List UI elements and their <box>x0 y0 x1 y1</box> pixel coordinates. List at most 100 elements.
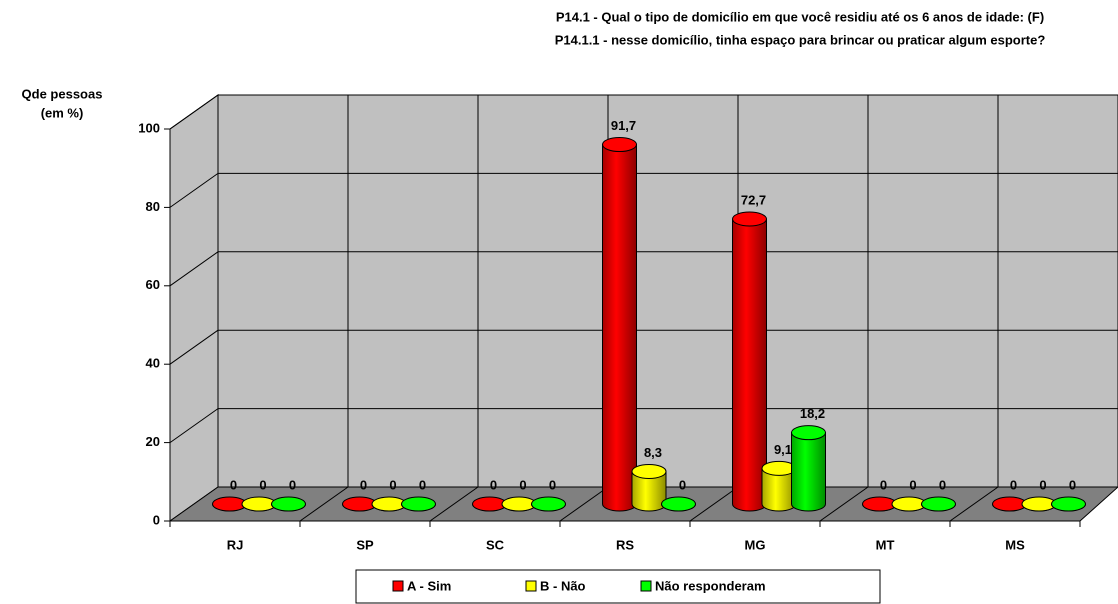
bar <box>631 463 667 512</box>
data-label: 0 <box>909 477 916 492</box>
bar-shade <box>762 468 796 511</box>
bar <box>861 496 898 512</box>
bar <box>791 425 826 512</box>
data-label: 72,7 <box>741 192 766 207</box>
legend-label: A - Sim <box>407 578 451 593</box>
bar-top <box>501 496 537 512</box>
legend-label: B - Não <box>540 578 586 593</box>
data-label: 0 <box>360 477 367 492</box>
category-divider <box>949 486 999 522</box>
bar-top <box>992 496 1027 512</box>
grid-line <box>169 251 219 287</box>
bar-top <box>631 463 667 479</box>
legend-swatch <box>640 580 652 592</box>
bar <box>1050 496 1087 512</box>
bar-top <box>761 460 797 476</box>
y-axis-label: (em %) <box>41 105 84 120</box>
data-label: 9,1 <box>774 442 792 457</box>
grid-line <box>169 329 219 365</box>
bar-top <box>661 496 696 512</box>
category-divider <box>559 486 609 522</box>
bar <box>501 496 537 512</box>
y-tick-label: 80 <box>146 199 160 214</box>
bar-shade <box>602 144 637 511</box>
bar-shade <box>732 219 767 512</box>
data-label: 0 <box>1010 477 1017 492</box>
bar-top <box>271 496 306 512</box>
category-divider <box>429 486 479 522</box>
bar-top <box>371 496 407 512</box>
bar <box>471 496 508 512</box>
x-tick-label: RS <box>616 537 634 552</box>
bar-top <box>862 496 897 512</box>
bar-top <box>602 137 637 153</box>
grid-line <box>169 94 219 130</box>
bar <box>732 211 767 512</box>
x-tick-label: MT <box>876 537 895 552</box>
bar <box>602 137 637 512</box>
data-label: 0 <box>549 477 556 492</box>
bar <box>371 496 407 512</box>
y-tick-label: 20 <box>146 434 160 449</box>
back-wall <box>217 94 1118 488</box>
y-tick-label: 60 <box>146 277 160 292</box>
bar <box>270 496 307 512</box>
data-label: 8,3 <box>644 445 662 460</box>
chart-title: P14.1 - Qual o tipo de domicílio em que … <box>556 9 1044 24</box>
bar <box>241 496 277 512</box>
y-axis-label: Qde pessoas <box>22 86 103 101</box>
data-label: 0 <box>880 477 887 492</box>
bar <box>660 496 697 512</box>
bar-top <box>1021 496 1057 512</box>
bar-top <box>342 496 377 512</box>
x-tick-label: RJ <box>227 537 244 552</box>
bar <box>400 496 437 512</box>
data-label: 18,2 <box>800 406 825 421</box>
x-tick-label: MG <box>745 537 766 552</box>
data-label: 0 <box>419 477 426 492</box>
grid-line <box>169 408 219 444</box>
data-label: 0 <box>679 477 686 492</box>
bar <box>1021 496 1057 512</box>
bar-top <box>472 496 507 512</box>
x-tick-label: SC <box>486 537 505 552</box>
bar <box>920 496 957 512</box>
bar <box>341 496 378 512</box>
bar-top <box>241 496 277 512</box>
chart-title: P14.1.1 - nesse domicílio, tinha espaço … <box>555 32 1046 47</box>
legend <box>355 569 881 604</box>
left-wall <box>169 94 219 522</box>
bar-shade <box>632 471 666 511</box>
data-label: 0 <box>939 477 946 492</box>
data-label: 0 <box>519 477 526 492</box>
y-tick-label: 40 <box>146 356 160 371</box>
bar-top <box>531 496 566 512</box>
bar <box>211 496 248 512</box>
bar-top <box>791 425 826 441</box>
y-tick-label: 0 <box>153 512 160 527</box>
bar <box>991 496 1028 512</box>
category-divider <box>819 486 869 522</box>
data-label: 0 <box>490 477 497 492</box>
data-label: 0 <box>1039 477 1046 492</box>
bar-top <box>891 496 927 512</box>
data-label: 0 <box>230 477 237 492</box>
x-tick-label: SP <box>356 537 374 552</box>
bar-top <box>921 496 956 512</box>
data-label: 0 <box>1069 477 1076 492</box>
bar-top <box>401 496 436 512</box>
x-tick-label: MS <box>1005 537 1025 552</box>
data-label: 0 <box>259 477 266 492</box>
data-label: 0 <box>389 477 396 492</box>
bar-top <box>732 211 767 227</box>
bar-top <box>1051 496 1086 512</box>
grid-line <box>169 172 219 208</box>
bar <box>891 496 927 512</box>
y-tick-label: 100 <box>138 120 160 135</box>
bar <box>530 496 567 512</box>
bar <box>761 460 797 512</box>
category-divider <box>689 486 739 522</box>
bar-top <box>212 496 247 512</box>
bar-shade <box>791 432 826 511</box>
